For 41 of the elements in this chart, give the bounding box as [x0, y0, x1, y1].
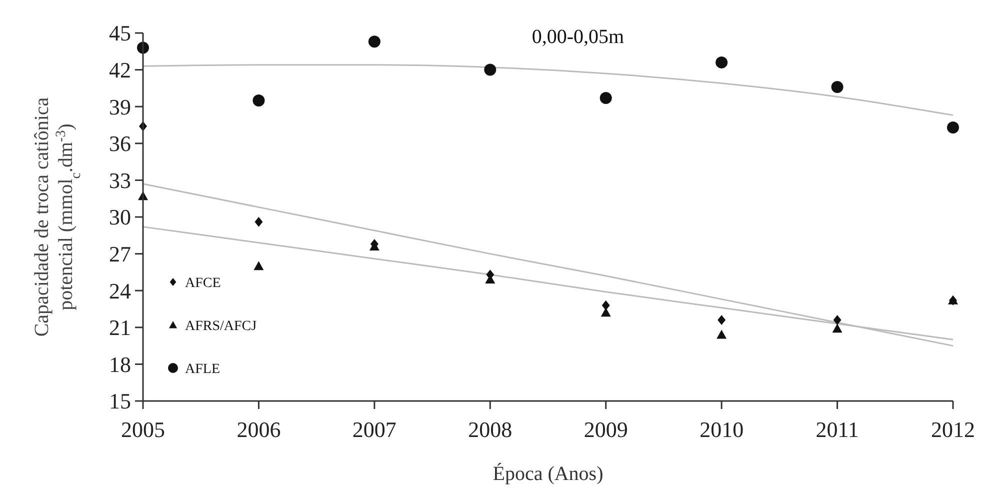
point — [947, 121, 959, 134]
line-series — [142, 64, 954, 116]
y-tick-label: 15 — [109, 388, 131, 414]
y-tick-label: 42 — [109, 58, 131, 82]
x-tick-label: 2011 — [816, 417, 859, 442]
y-tick-label: 27 — [109, 242, 131, 266]
point — [484, 64, 496, 76]
point — [600, 308, 611, 317]
x-tick-label: 2005 — [121, 417, 165, 442]
legend-label: AFRS/AFCJ — [185, 318, 258, 334]
y-tick-label: 33 — [109, 168, 131, 193]
y-tick-label: 18 — [109, 352, 131, 377]
legend-label: AFLE — [185, 362, 220, 377]
x-tick-label: 2008 — [468, 417, 512, 442]
x-tick-label: 2009 — [584, 417, 628, 442]
x-tick-label: 2007 — [352, 417, 396, 442]
point — [368, 36, 380, 48]
point — [254, 216, 263, 227]
legend-label: AFCE — [185, 276, 221, 291]
y-tick-label: 24 — [109, 278, 131, 304]
chart-title: 0,00-0,05m — [532, 26, 625, 48]
x-tick-label: 2006 — [236, 417, 281, 442]
point — [718, 315, 726, 326]
point — [602, 300, 610, 310]
point — [252, 94, 265, 106]
point — [832, 324, 842, 333]
point — [716, 56, 728, 68]
point — [833, 315, 842, 326]
y-tick-label: 36 — [109, 131, 131, 156]
point — [716, 330, 727, 339]
line-series — [142, 183, 954, 347]
y-tick-label: 21 — [109, 315, 131, 340]
point — [831, 80, 844, 93]
x-tick-label: 2012 — [931, 417, 975, 442]
y-tick-label: 45 — [109, 20, 131, 46]
point — [600, 92, 612, 104]
y-tick-label: 30 — [109, 204, 131, 230]
y-tick-label: 39 — [109, 94, 131, 120]
x-axis-title: Época (Anos) — [492, 462, 604, 485]
x-tick-label: 2010 — [700, 417, 744, 442]
point — [254, 261, 264, 270]
